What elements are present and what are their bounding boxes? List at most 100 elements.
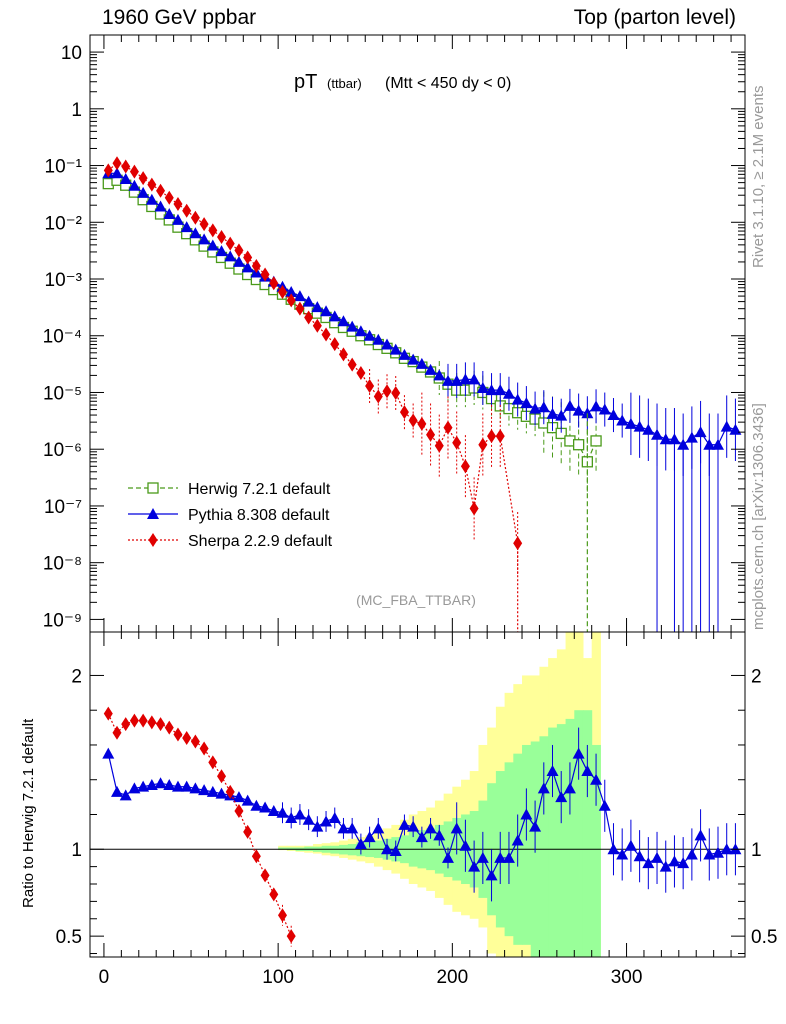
- ratio-y-tick-label-right: 0.5: [751, 927, 777, 948]
- data-point: [293, 290, 306, 302]
- x-tick-label: 0: [99, 967, 110, 988]
- ratio-point: [180, 780, 193, 792]
- x-tick-label: 200: [436, 967, 468, 988]
- ratio-point: [389, 844, 402, 856]
- ratio-point: [199, 741, 209, 756]
- data-point: [441, 374, 454, 386]
- data-point: [206, 239, 219, 251]
- ratio-point: [476, 851, 489, 863]
- data-point: [285, 286, 298, 298]
- ratio-point: [302, 813, 315, 825]
- data-point: [328, 310, 341, 322]
- data-point: [443, 420, 453, 435]
- header-right-label: Top (parton level): [573, 6, 736, 29]
- data-point: [286, 293, 296, 308]
- data-point: [408, 413, 418, 428]
- y-tick-label: 10⁻⁵: [43, 383, 82, 404]
- ratio-point: [259, 801, 272, 813]
- ratio-point: [128, 782, 141, 794]
- ratio-point: [121, 717, 131, 732]
- plot-title-main: pT: [294, 71, 317, 93]
- ratio-point: [163, 778, 176, 790]
- ratio-point: [711, 846, 724, 858]
- ratio-point: [572, 747, 585, 759]
- ratio-point: [607, 843, 620, 855]
- main-plot-panel: 10110⁻¹10⁻²10⁻³10⁻⁴10⁻⁵10⁻⁶10⁻⁷10⁻⁸10⁻⁹ …: [43, 34, 746, 633]
- data-point: [182, 203, 192, 218]
- data-point: [365, 379, 375, 394]
- data-point: [225, 236, 235, 251]
- ratio-point: [346, 822, 359, 834]
- data-point: [128, 179, 141, 191]
- data-point: [399, 405, 409, 420]
- data-point: [232, 255, 245, 267]
- data-point: [651, 428, 664, 440]
- uncertainty-band-inner: [574, 710, 584, 957]
- ratio-point: [102, 747, 115, 759]
- plot-title-small: (ttbar): [327, 76, 362, 91]
- ratio-point: [112, 725, 122, 740]
- ratio-point: [677, 857, 690, 869]
- data-point: [173, 196, 183, 211]
- y-tick-label: 10⁻³: [45, 270, 83, 291]
- data-point: [241, 261, 254, 273]
- data-point: [147, 177, 157, 192]
- data-point: [354, 325, 367, 337]
- ratio-point: [147, 715, 157, 730]
- ratio-point: [398, 818, 411, 830]
- data-point: [407, 353, 420, 365]
- ratio-point: [485, 869, 498, 881]
- data-point: [598, 403, 611, 415]
- ratio-point: [511, 834, 524, 846]
- data-point: [164, 190, 174, 205]
- ratio-point: [563, 782, 576, 794]
- ratio-point: [260, 868, 270, 883]
- data-point: [277, 285, 287, 300]
- ratio-point: [190, 734, 200, 749]
- uncertainty-band-inner: [591, 744, 601, 957]
- y-tick-label: 10⁻⁷: [44, 497, 82, 518]
- data-point: [112, 156, 122, 171]
- data-point: [590, 435, 602, 447]
- data-point: [171, 213, 184, 225]
- y-tick-label: 10⁻¹: [45, 157, 83, 178]
- ratio-point: [138, 713, 148, 728]
- ratio-point: [173, 727, 183, 742]
- data-point: [215, 245, 228, 257]
- ratio-point: [198, 784, 211, 796]
- data-point: [356, 366, 366, 381]
- ratio-point: [459, 839, 472, 851]
- ratio-point: [250, 799, 263, 811]
- data-point: [450, 374, 463, 386]
- ratio-point: [137, 780, 150, 792]
- ratio-y-tick-label-right: 1: [751, 840, 762, 861]
- data-point: [137, 186, 150, 198]
- uncertainty-band-inner: [556, 724, 567, 957]
- data-point: [616, 414, 629, 426]
- ratio-point: [546, 765, 559, 777]
- ratio-point: [668, 855, 681, 867]
- y-tick-label: 10⁻⁶: [43, 440, 82, 461]
- data-point: [312, 318, 322, 333]
- data-point: [434, 438, 444, 453]
- ratio-point: [217, 769, 227, 784]
- ratio-point: [642, 857, 655, 869]
- analysis-watermark: (MC_FBA_TTBAR): [356, 592, 476, 608]
- data-point: [311, 301, 324, 313]
- ratio-point: [111, 785, 124, 797]
- data-point: [685, 431, 698, 443]
- data-point: [529, 402, 542, 414]
- ratio-point: [407, 820, 420, 832]
- y-tick-label: 10⁻⁹: [43, 610, 82, 631]
- ratio-point: [537, 782, 550, 794]
- ratio-point: [241, 794, 254, 806]
- data-point: [145, 193, 158, 205]
- data-point: [581, 407, 594, 419]
- data-point: [677, 438, 690, 450]
- series-2: [102, 167, 742, 476]
- ratio-series-1: [102, 727, 742, 902]
- ratio-point: [633, 850, 646, 862]
- ratio-point: [232, 791, 245, 803]
- ratio-point: [182, 731, 192, 746]
- data-point: [337, 315, 350, 327]
